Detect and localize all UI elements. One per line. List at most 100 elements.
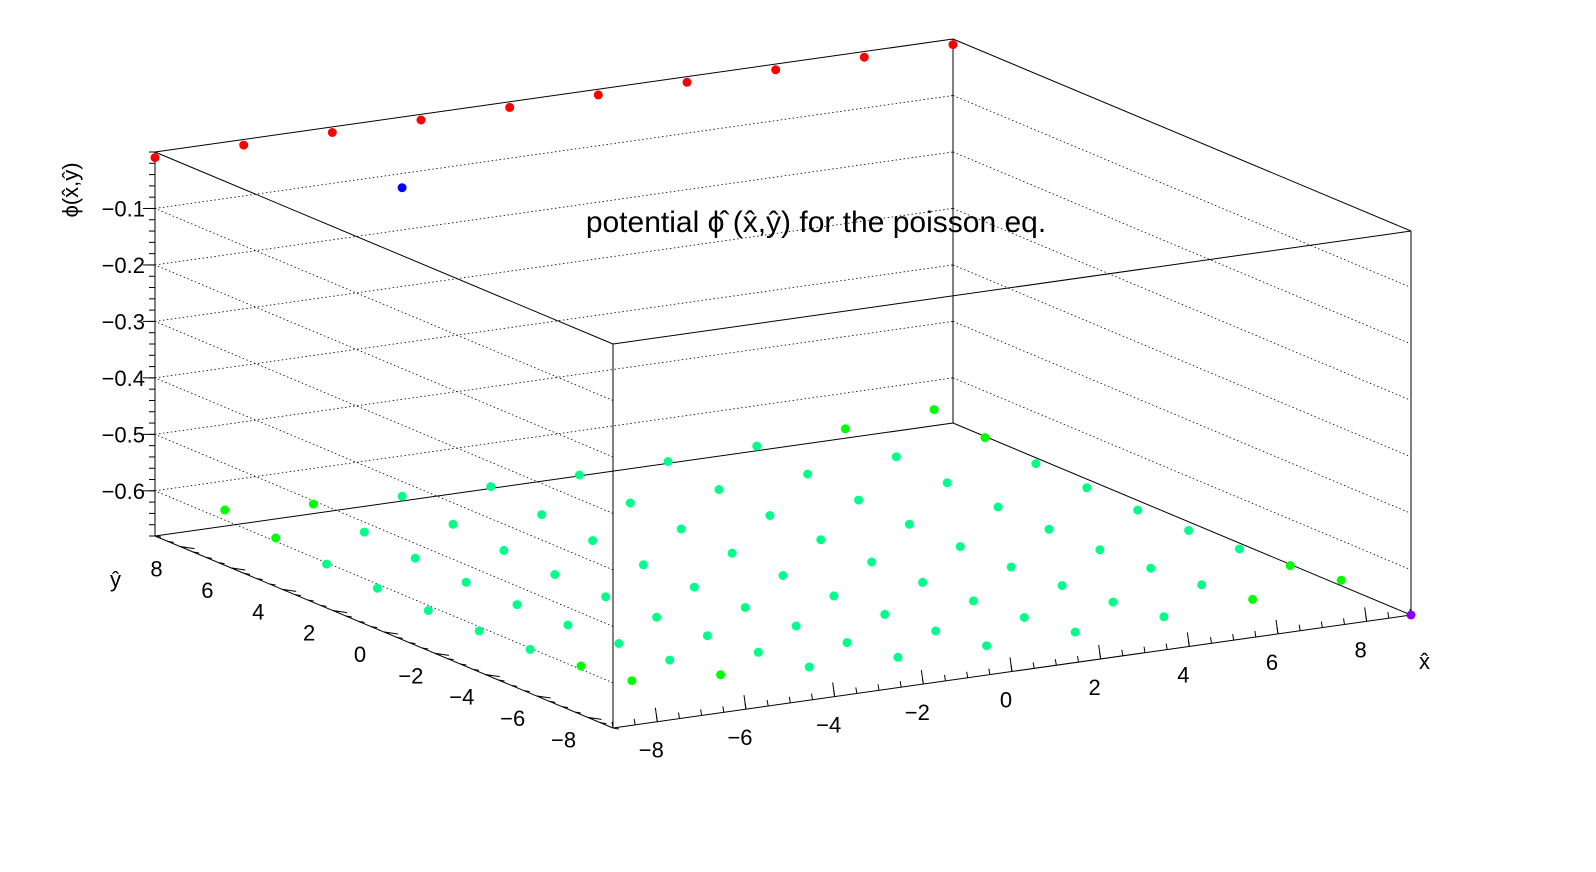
grid-line bbox=[952, 320, 1412, 514]
x-axis-tick-label: −4 bbox=[816, 713, 841, 738]
data-point bbox=[322, 559, 332, 569]
data-point bbox=[499, 545, 509, 555]
y-axis-minor-tick bbox=[180, 546, 187, 549]
x-axis-minor-tick bbox=[1054, 659, 1057, 666]
data-point bbox=[359, 527, 369, 537]
data-point bbox=[778, 571, 788, 580]
data-point bbox=[593, 90, 603, 100]
grid-line bbox=[952, 377, 1412, 571]
data-point bbox=[842, 638, 852, 648]
data-point bbox=[740, 603, 750, 612]
x-axis-minor-tick bbox=[855, 687, 858, 694]
y-axis-minor-tick bbox=[536, 695, 543, 698]
data-point bbox=[397, 491, 407, 501]
x-axis-minor-tick bbox=[633, 718, 636, 725]
y-axis-minor-tick bbox=[282, 588, 289, 591]
x-axis-minor-tick bbox=[1387, 612, 1390, 619]
x-axis-minor-tick bbox=[1099, 652, 1102, 660]
z-axis-tick-label: −0.2 bbox=[102, 253, 145, 278]
data-point bbox=[803, 469, 813, 479]
y-axis-minor-tick bbox=[574, 711, 581, 714]
data-point bbox=[1234, 544, 1244, 554]
x-axis-minor-tick bbox=[877, 684, 880, 691]
grid-line bbox=[154, 320, 954, 435]
grid-line bbox=[154, 377, 954, 492]
x-axis-minor-tick bbox=[833, 690, 836, 697]
grid-line bbox=[952, 95, 1412, 288]
grid-line bbox=[154, 264, 614, 458]
y-axis-minor-tick bbox=[612, 727, 620, 730]
data-point bbox=[918, 577, 928, 587]
data-point bbox=[512, 600, 522, 610]
x-axis-minor-tick bbox=[811, 693, 813, 700]
y-axis-minor-tick bbox=[511, 684, 518, 687]
y-axis-minor-tick bbox=[549, 700, 556, 703]
data-point bbox=[563, 620, 573, 630]
data-point bbox=[929, 405, 939, 415]
y-axis-minor-tick bbox=[498, 679, 505, 682]
data-point bbox=[588, 536, 598, 546]
x-axis-minor-tick bbox=[678, 712, 680, 719]
data-point bbox=[1070, 627, 1080, 637]
data-point bbox=[1248, 594, 1258, 604]
x-axis-tick-label: 4 bbox=[1177, 662, 1189, 687]
data-point bbox=[955, 542, 965, 552]
x-axis-minor-tick bbox=[655, 715, 658, 722]
y-axis-tick-label: 8 bbox=[150, 557, 162, 582]
data-point bbox=[537, 510, 547, 520]
y-axis-minor-tick bbox=[562, 706, 569, 709]
y-axis-minor-tick bbox=[447, 658, 454, 661]
data-point bbox=[627, 676, 637, 686]
data-point bbox=[601, 592, 611, 602]
grid-line bbox=[154, 264, 954, 379]
data-point bbox=[982, 641, 992, 651]
chart-title: potential ϕ̂ (x̂,ŷ) for the poisson eq. bbox=[586, 206, 1046, 239]
data-point bbox=[716, 670, 726, 680]
data-point bbox=[859, 52, 869, 62]
data-point bbox=[816, 535, 826, 545]
x-axis-minor-tick bbox=[1165, 643, 1168, 650]
y-axis-tick-label: −8 bbox=[551, 727, 576, 752]
data-point bbox=[638, 560, 648, 570]
x-axis-minor-tick bbox=[1143, 646, 1146, 653]
data-point bbox=[880, 609, 890, 619]
data-point bbox=[867, 557, 877, 567]
data-point bbox=[931, 626, 941, 636]
y-axis-minor-tick bbox=[333, 610, 340, 613]
y-axis-minor-tick bbox=[294, 594, 302, 597]
data-point bbox=[714, 485, 724, 494]
x-axis-minor-tick bbox=[700, 709, 703, 716]
y-axis-minor-tick bbox=[218, 562, 225, 565]
data-point bbox=[854, 495, 864, 505]
frame-layer bbox=[154, 38, 1412, 729]
grid-line bbox=[952, 264, 1412, 458]
x-axis-minor-tick bbox=[1276, 627, 1279, 634]
data-point bbox=[448, 519, 458, 529]
data-point bbox=[474, 626, 484, 636]
data-point bbox=[1406, 610, 1416, 620]
data-point bbox=[682, 77, 692, 87]
x-axis-minor-tick bbox=[1010, 665, 1013, 672]
data-point bbox=[1285, 561, 1295, 571]
data-point bbox=[891, 452, 901, 462]
data-point bbox=[416, 115, 426, 125]
data-point bbox=[1197, 580, 1207, 590]
data-point bbox=[1006, 562, 1016, 572]
x-axis-minor-tick bbox=[944, 674, 946, 681]
y-axis-label: ŷ bbox=[110, 567, 121, 592]
y-axis-minor-tick bbox=[472, 668, 480, 671]
z-axis-tick-label: −0.1 bbox=[102, 196, 145, 221]
x-axis-tick-label: 6 bbox=[1266, 650, 1278, 675]
y-axis-minor-tick bbox=[523, 690, 531, 693]
data-point bbox=[308, 499, 318, 509]
data-point bbox=[576, 661, 586, 671]
y-axis-minor-tick bbox=[269, 583, 276, 586]
x-axis-minor-tick bbox=[1210, 637, 1212, 644]
data-point bbox=[614, 639, 624, 648]
data-point bbox=[771, 65, 781, 75]
data-point bbox=[1031, 459, 1041, 469]
data-point bbox=[410, 553, 420, 563]
y-axis-minor-tick bbox=[485, 674, 492, 677]
x-axis-minor-tick bbox=[1254, 630, 1257, 638]
